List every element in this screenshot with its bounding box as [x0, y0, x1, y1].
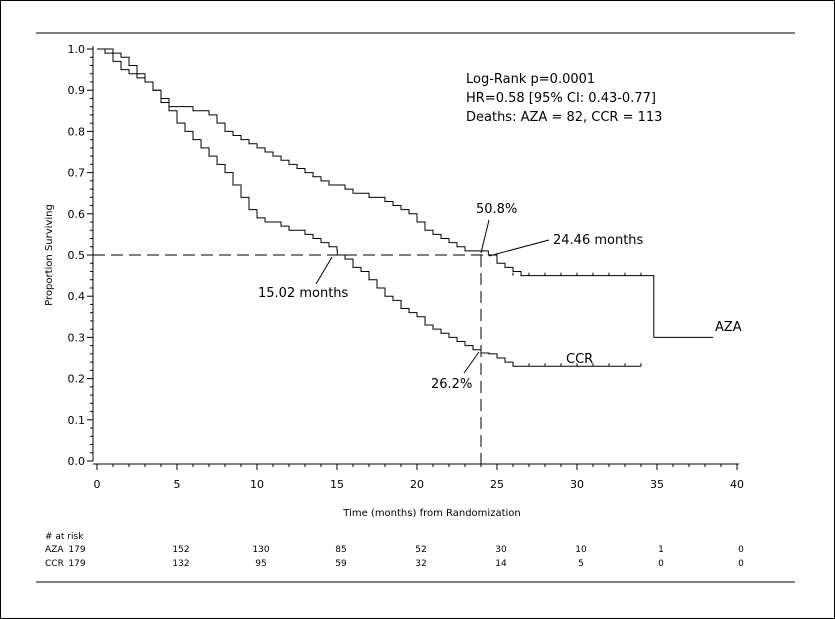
x-tick-label: 20 [410, 478, 424, 491]
x-axis-title: Time (months) from Randomization [342, 508, 520, 519]
risk-value: 85 [335, 545, 346, 555]
x-ticks: 0 5 10 15 20 25 30 35 40 [94, 464, 744, 491]
y-tick-label: 0.6 [68, 208, 86, 221]
aza-end-label: AZA [715, 320, 742, 335]
risk-value: 179 [68, 545, 85, 555]
y-tick-label: 0.3 [68, 331, 86, 344]
risk-value: 179 [68, 559, 85, 569]
y-tick-label: 0.7 [68, 167, 86, 180]
y-axis-title: Proportion Surviving [44, 204, 55, 306]
risk-value: 0 [738, 559, 744, 569]
x-tick-label: 35 [650, 478, 664, 491]
curve-ccr [97, 48, 641, 367]
x-tick-label: 10 [250, 478, 264, 491]
y-tick-label: 0.5 [68, 249, 86, 262]
curves [97, 48, 713, 367]
x-tick-label: 5 [174, 478, 181, 491]
risk-value: 132 [172, 559, 189, 569]
reference-lines [93, 254, 497, 464]
risk-value: 14 [495, 559, 507, 569]
risk-value: 1 [658, 545, 664, 555]
risk-value: 59 [335, 559, 347, 569]
ccr-end-label: CCR [566, 352, 593, 367]
x-tick-label: 15 [330, 478, 344, 491]
ccr-median-label: 15.02 months [258, 286, 349, 301]
aza-median-label: 24.46 months [553, 233, 644, 248]
y-tick-label: 0.4 [68, 290, 86, 303]
x-tick-label: 0 [94, 478, 101, 491]
risk-value: 10 [575, 545, 587, 555]
ccr-median-pointer [315, 256, 333, 285]
risk-row-label-aza: AZA [45, 545, 64, 555]
risk-value: 32 [415, 559, 426, 569]
risk-header: # at risk [45, 532, 84, 542]
risk-value: 0 [738, 545, 744, 555]
y-tick-label: 0.2 [68, 373, 86, 386]
x-tick-label: 40 [730, 478, 744, 491]
stats-logrank: Log-Rank p=0.0001 [466, 72, 595, 87]
risk-value: 0 [658, 559, 664, 569]
aza-median-pointer [488, 239, 550, 257]
risk-value: 52 [415, 545, 426, 555]
y-tick-label: 0.8 [68, 125, 86, 138]
risk-value: 30 [495, 545, 507, 555]
y-tick-label: 0.9 [68, 84, 86, 97]
y-tick-label: 0.0 [68, 455, 86, 468]
risk-value: 95 [255, 559, 266, 569]
aza-at24-label: 50.8% [476, 202, 517, 217]
ccr-at24-pointer [463, 351, 480, 374]
y-ticks: 0.0 0.1 0.2 0.3 0.4 0.5 0.6 0.7 0.8 0.9 1.0 [68, 43, 93, 468]
y-tick-label: 0.1 [68, 414, 86, 427]
risk-row-label-ccr: CCR [45, 559, 64, 569]
risk-table: # at risk AZA CCR 179 152 130 85 52 30 10 1 0179… [45, 532, 744, 569]
aza-at24-pointer [480, 219, 490, 254]
ccr-at24-label: 26.2% [431, 377, 472, 392]
x-tick-label: 25 [490, 478, 504, 491]
stats-deaths: Deaths: AZA = 82, CCR = 113 [466, 110, 662, 125]
stats-hr: HR=0.58 [95% CI: 0.43-0.77] [466, 91, 656, 106]
risk-value: 5 [578, 559, 584, 569]
x-tick-label: 30 [570, 478, 584, 491]
risk-value: 152 [172, 545, 189, 555]
risk-value: 130 [252, 545, 269, 555]
y-tick-label: 1.0 [68, 43, 86, 56]
